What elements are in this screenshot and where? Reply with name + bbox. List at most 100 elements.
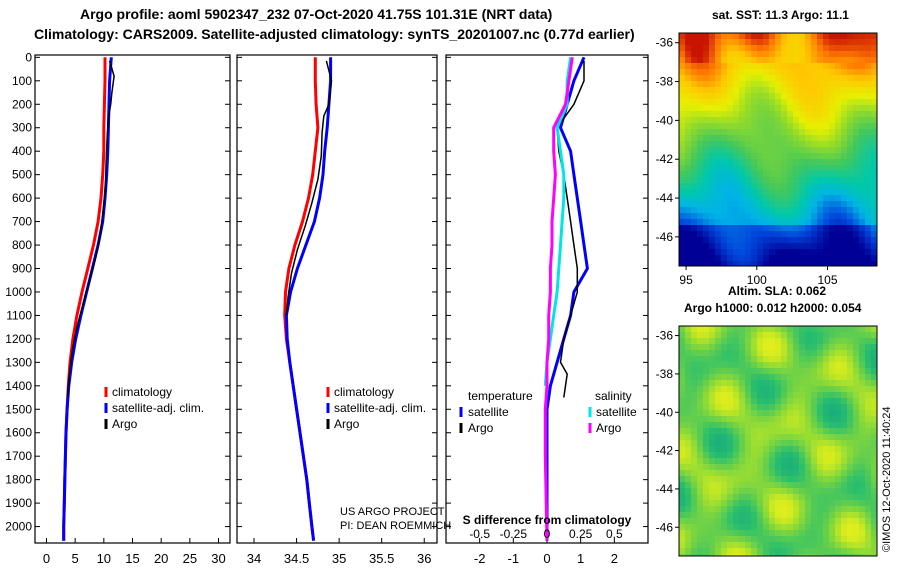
sla-cell [811,458,817,464]
sla-cell [763,488,769,494]
sla-cell [859,452,865,458]
sla-cell [709,536,715,542]
sla-cell [763,452,769,458]
sst-cell [811,165,817,171]
sla-cell [835,482,841,488]
sla-cell [757,386,763,392]
sst-cell [679,135,685,141]
sla-cell [697,416,703,422]
sst-cell [775,153,781,159]
sst-cell [835,177,841,183]
sla-cell [823,434,829,440]
sst-cell [853,51,859,57]
sla-cell [793,404,799,410]
sst-cell [781,165,787,171]
sla-cell [721,542,727,548]
sst-cell [787,99,793,105]
sst-cell [679,207,685,213]
sla-cell [853,542,859,548]
sla-cell [829,380,835,386]
sst-cell [805,111,811,117]
sla-cell [805,332,811,338]
sst-cell [775,81,781,87]
sla-cell [847,554,853,556]
sst-cell [757,249,763,255]
sst-cell [847,45,853,51]
sla-cell [709,470,715,476]
sst-cell [811,99,817,105]
sla-cell [721,374,727,380]
sst-cell [871,147,877,153]
sst-cell [727,249,733,255]
sla-cell [793,524,799,530]
sla-cell [739,338,745,344]
sst-cell [769,219,775,225]
sla-cell [751,344,757,350]
sst-cell [799,69,805,75]
sst-cell [823,249,829,255]
difference-top-tick-label: -0.25 [500,527,528,541]
sla-cell [823,350,829,356]
sla-cell [727,554,733,556]
sla-cell [781,500,787,506]
sla-cell [751,548,757,554]
sla-cell [841,368,847,374]
sst-cell [805,201,811,207]
sst-cell [709,39,715,45]
sst-cell [739,237,745,243]
sla-cell [841,434,847,440]
sla-cell [685,536,691,542]
sla-cell [811,326,817,332]
sla-cell [841,398,847,404]
sla-cell [733,542,739,548]
sla-cell [739,542,745,548]
sla-cell [763,440,769,446]
sst-cell [709,69,715,75]
sla-cell [727,548,733,554]
sla-cell [733,338,739,344]
sla-cell [739,470,745,476]
sst-cell [715,87,721,93]
sla-cell [793,464,799,470]
sla-cell [829,488,835,494]
sst-cell [703,93,709,99]
sst-cell [793,45,799,51]
sst-cell [829,105,835,111]
sst-cell [751,123,757,129]
sla-cell [769,338,775,344]
sst-cell [769,207,775,213]
sst-cell [841,201,847,207]
sla-cell [847,374,853,380]
sla-cell [775,506,781,512]
sst-cell [775,213,781,219]
sla-cell [763,524,769,530]
sst-cell [697,141,703,147]
sst-cell [847,249,853,255]
sst-cell [799,231,805,237]
sst-cell [835,147,841,153]
figure-title-line2: Climatology: CARS2009. Satellite-adjuste… [34,26,635,42]
sla-cell [865,374,871,380]
sst-cell [703,219,709,225]
sst-cell [799,51,805,57]
sla-cell [763,374,769,380]
sla-cell [823,398,829,404]
sla-cell [865,554,871,556]
sst-cell [763,123,769,129]
sla-cell [691,410,697,416]
sla-cell [715,338,721,344]
sla-cell [793,536,799,542]
sst-cell [829,261,835,266]
sla-cell [871,434,877,440]
sst-cell [781,111,787,117]
sst-cell [817,177,823,183]
sst-cell [799,183,805,189]
sla-cell [829,338,835,344]
sst-cell [733,261,739,266]
sla-cell [835,380,841,386]
sst-cell [871,177,877,183]
sst-cell [697,195,703,201]
sla-cell [793,344,799,350]
sla-cell [799,494,805,500]
sla-cell [811,362,817,368]
